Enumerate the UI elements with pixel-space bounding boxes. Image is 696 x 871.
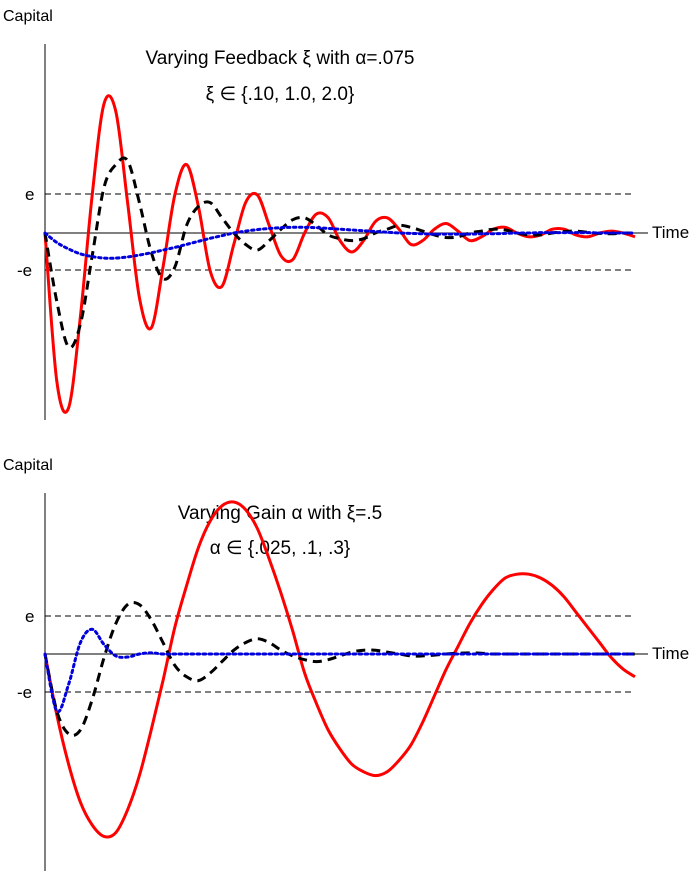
- x-axis-label: Time: [652, 223, 689, 242]
- series-group: [43, 500, 637, 839]
- series-3-line: [43, 225, 637, 260]
- panel-feedback: Capital Varying Feedback ξ with α=.075 ξ…: [3, 8, 689, 420]
- x-axis-label: Time: [652, 644, 689, 663]
- threshold-lower-label: -e: [17, 683, 32, 702]
- threshold-upper-label: e: [25, 607, 34, 626]
- threshold-lower-label: -e: [17, 261, 32, 280]
- chart-title: Varying Feedback ξ with α=.075: [146, 48, 415, 69]
- threshold-upper-label: e: [25, 185, 34, 204]
- chart-subtitle: ξ ∈ {.10, 1.0, 2.0}: [206, 84, 355, 105]
- chart-subtitle: α ∈ {.025, .1, .3}: [210, 538, 351, 559]
- series-2-line: [43, 600, 635, 737]
- series-2-line: [43, 156, 636, 350]
- series-group: [43, 94, 637, 414]
- y-axis-label: Capital: [3, 8, 53, 25]
- y-axis-label: Capital: [3, 457, 53, 474]
- series-1-line: [43, 500, 636, 839]
- series-3-line: [43, 627, 637, 714]
- chart-title: Varying Gain α with ξ=.5: [178, 503, 382, 524]
- panel-gain: Capital Varying Gain α with ξ=.5 α ∈ {.0…: [3, 457, 689, 871]
- series-1-line: [43, 94, 636, 414]
